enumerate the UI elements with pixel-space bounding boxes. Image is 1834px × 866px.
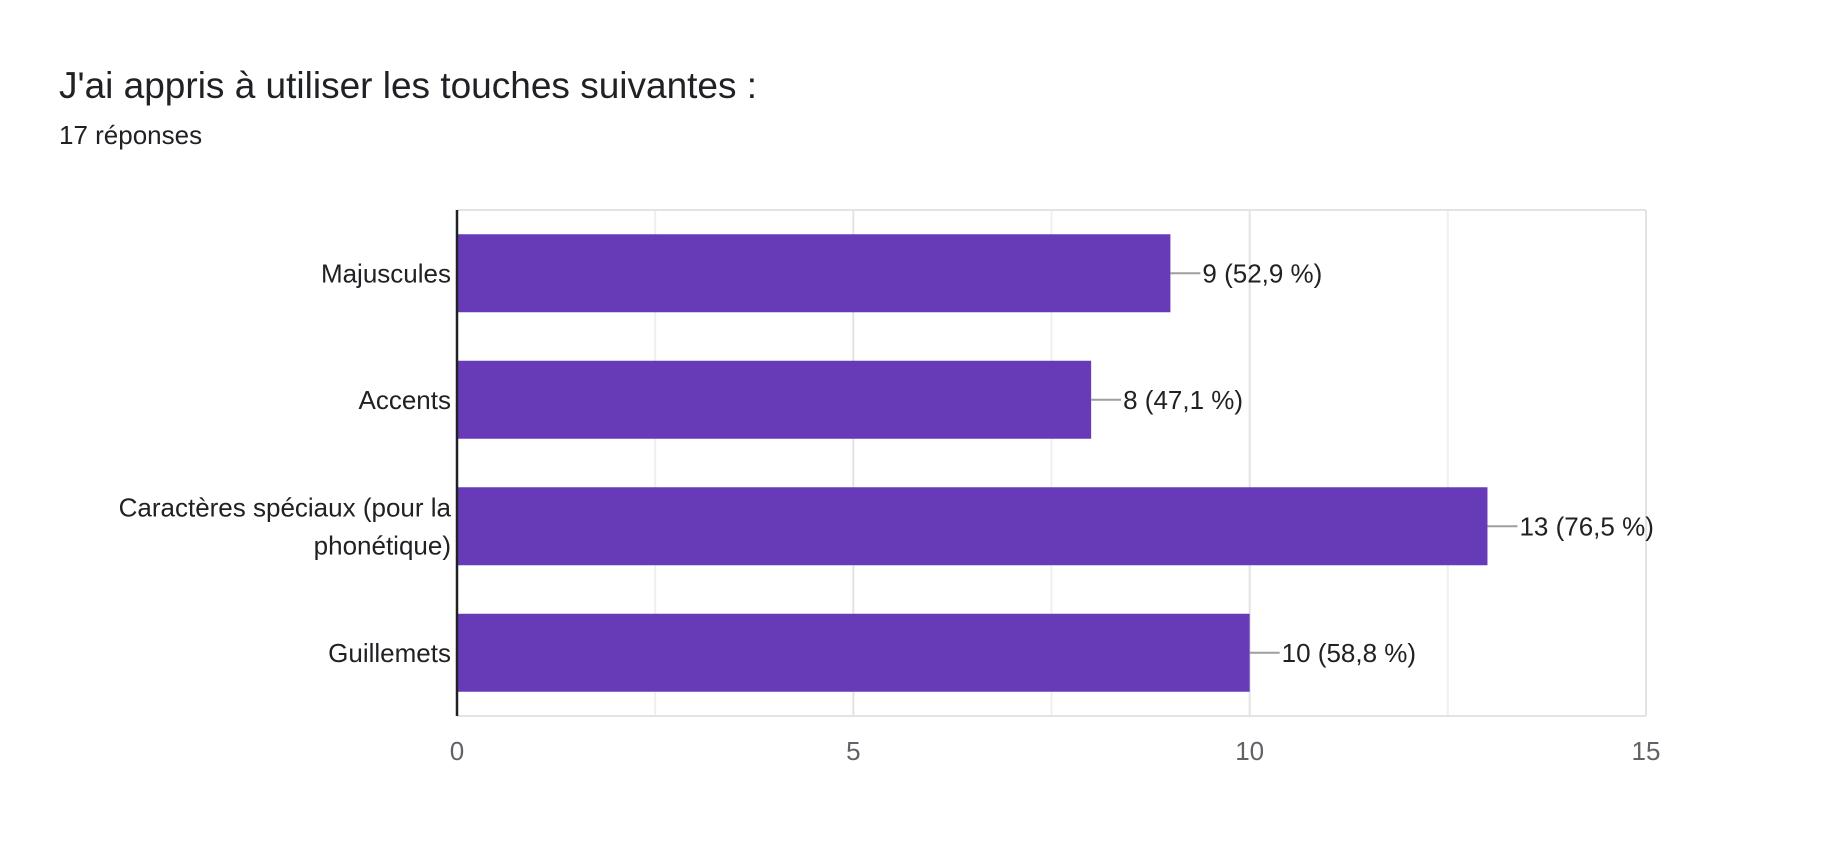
bar: [457, 487, 1488, 566]
x-tick-label: 5: [846, 736, 860, 766]
data-label: 9 (52,9 %): [1202, 258, 1322, 288]
response-count: 17 réponses: [59, 120, 203, 150]
question-title: J'ai appris à utiliser les touches suiva…: [59, 65, 758, 106]
labels: 9 (52,9 %) Majuscules 8 (47,1 %) Accents 13 …: [119, 210, 1661, 766]
category-label: Accents: [359, 385, 452, 415]
category-label: phonétique): [314, 530, 451, 560]
data-label: 13 (76,5 %): [1519, 511, 1653, 541]
question-header: J'ai appris à utiliser les touches suiva…: [59, 62, 757, 152]
bar: [457, 360, 1092, 439]
x-tick-label: 0: [450, 736, 464, 766]
x-tick-label: 10: [1235, 736, 1264, 766]
category-label: Majuscules: [321, 258, 451, 288]
bar: [457, 234, 1171, 313]
bar: [457, 613, 1250, 692]
category-label: Caractères spéciaux (pour la: [119, 492, 452, 522]
bars: [457, 234, 1488, 692]
data-label: 8 (47,1 %): [1123, 385, 1243, 415]
x-tick-label: 15: [1632, 736, 1661, 766]
category-label: Guillemets: [328, 638, 451, 668]
data-label: 10 (58,8 %): [1282, 638, 1416, 668]
